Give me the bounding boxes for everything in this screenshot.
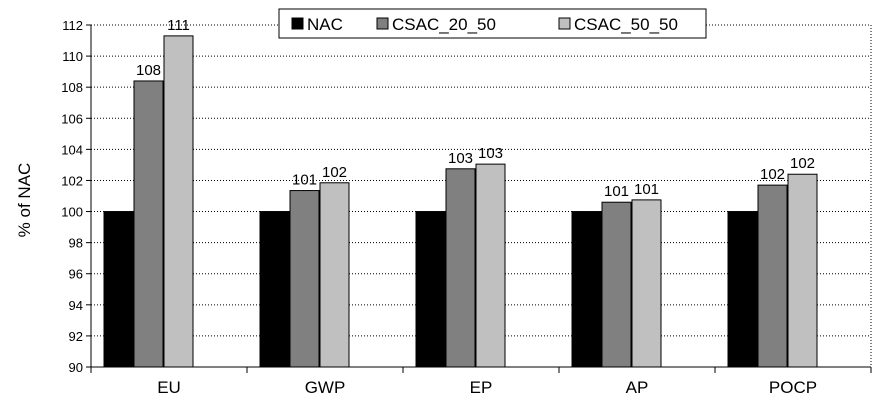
bar-nac-eu — [103, 211, 134, 368]
bars — [103, 35, 818, 368]
data-label: 103 — [448, 150, 473, 167]
data-label: 101 — [604, 183, 629, 200]
data-label: 111 — [167, 17, 190, 34]
y-tick-label: 110 — [62, 49, 83, 64]
bar-csac_50_50-pocp — [787, 173, 818, 368]
data-label: 102 — [790, 155, 815, 172]
data-label: 108 — [136, 62, 161, 79]
x-tick-label: EU — [157, 378, 181, 397]
y-tick-label: 112 — [62, 18, 83, 33]
y-tick-label: 94 — [69, 298, 83, 313]
x-tick-label: POCP — [769, 378, 817, 397]
legend-label-csac_50_50: CSAC_50_50 — [574, 15, 678, 34]
data-label: 102 — [760, 166, 785, 183]
y-tick-label: 102 — [61, 173, 83, 188]
data-labels: 108 111 101 102 103 103 101 101 102 102 — [136, 17, 815, 200]
y-tick-label: 98 — [69, 236, 83, 251]
bar-csac_20_50-ep — [445, 168, 476, 368]
y-tick-label: 106 — [61, 111, 83, 126]
bar-nac-ap — [571, 211, 602, 368]
y-tick-label: 92 — [69, 329, 83, 344]
bar-nac-ep — [415, 211, 446, 368]
bar-csac_50_50-gwp — [319, 182, 350, 368]
legend: NAC CSAC_20_50 CSAC_50_50 — [278, 8, 707, 39]
y-axis-title: % of NAC — [15, 163, 34, 238]
bar-csac_20_50-gwp — [289, 190, 320, 368]
bar-csac_20_50-eu — [133, 80, 164, 368]
bar-nac-gwp — [259, 211, 290, 368]
legend-swatch-nac — [291, 17, 304, 30]
data-label: 102 — [322, 164, 347, 181]
x-tick-label: GWP — [305, 378, 346, 397]
y-tick-label: 100 — [61, 205, 83, 220]
legend-label-nac: NAC — [307, 15, 343, 34]
data-label: 103 — [478, 145, 503, 162]
bar-csac_20_50-ap — [601, 201, 632, 368]
data-label: 101 — [634, 181, 659, 198]
legend-box — [278, 8, 707, 39]
y-tick-label: 108 — [61, 80, 83, 95]
data-label: 101 — [292, 172, 317, 189]
legend-label-csac_20_50: CSAC_20_50 — [392, 15, 496, 34]
legend-swatch-csac_20_50 — [376, 17, 389, 30]
bar-csac_50_50-eu — [163, 35, 194, 368]
legend-swatch-csac_50_50 — [558, 17, 571, 30]
x-tick-label: EP — [470, 378, 493, 397]
y-tick-label: 104 — [61, 142, 83, 157]
bar-csac_50_50-ep — [475, 163, 506, 368]
axes: 90 92 94 96 98 100 102 104 106 108 110 112 EU GWP EP AP… — [61, 18, 872, 397]
y-tick-label: 96 — [69, 267, 83, 282]
bar-csac_50_50-ap — [631, 199, 662, 368]
y-tick-label: 90 — [69, 360, 83, 375]
bar-csac_20_50-pocp — [757, 184, 788, 368]
x-tick-label: AP — [626, 378, 649, 397]
bar-nac-pocp — [727, 211, 758, 368]
